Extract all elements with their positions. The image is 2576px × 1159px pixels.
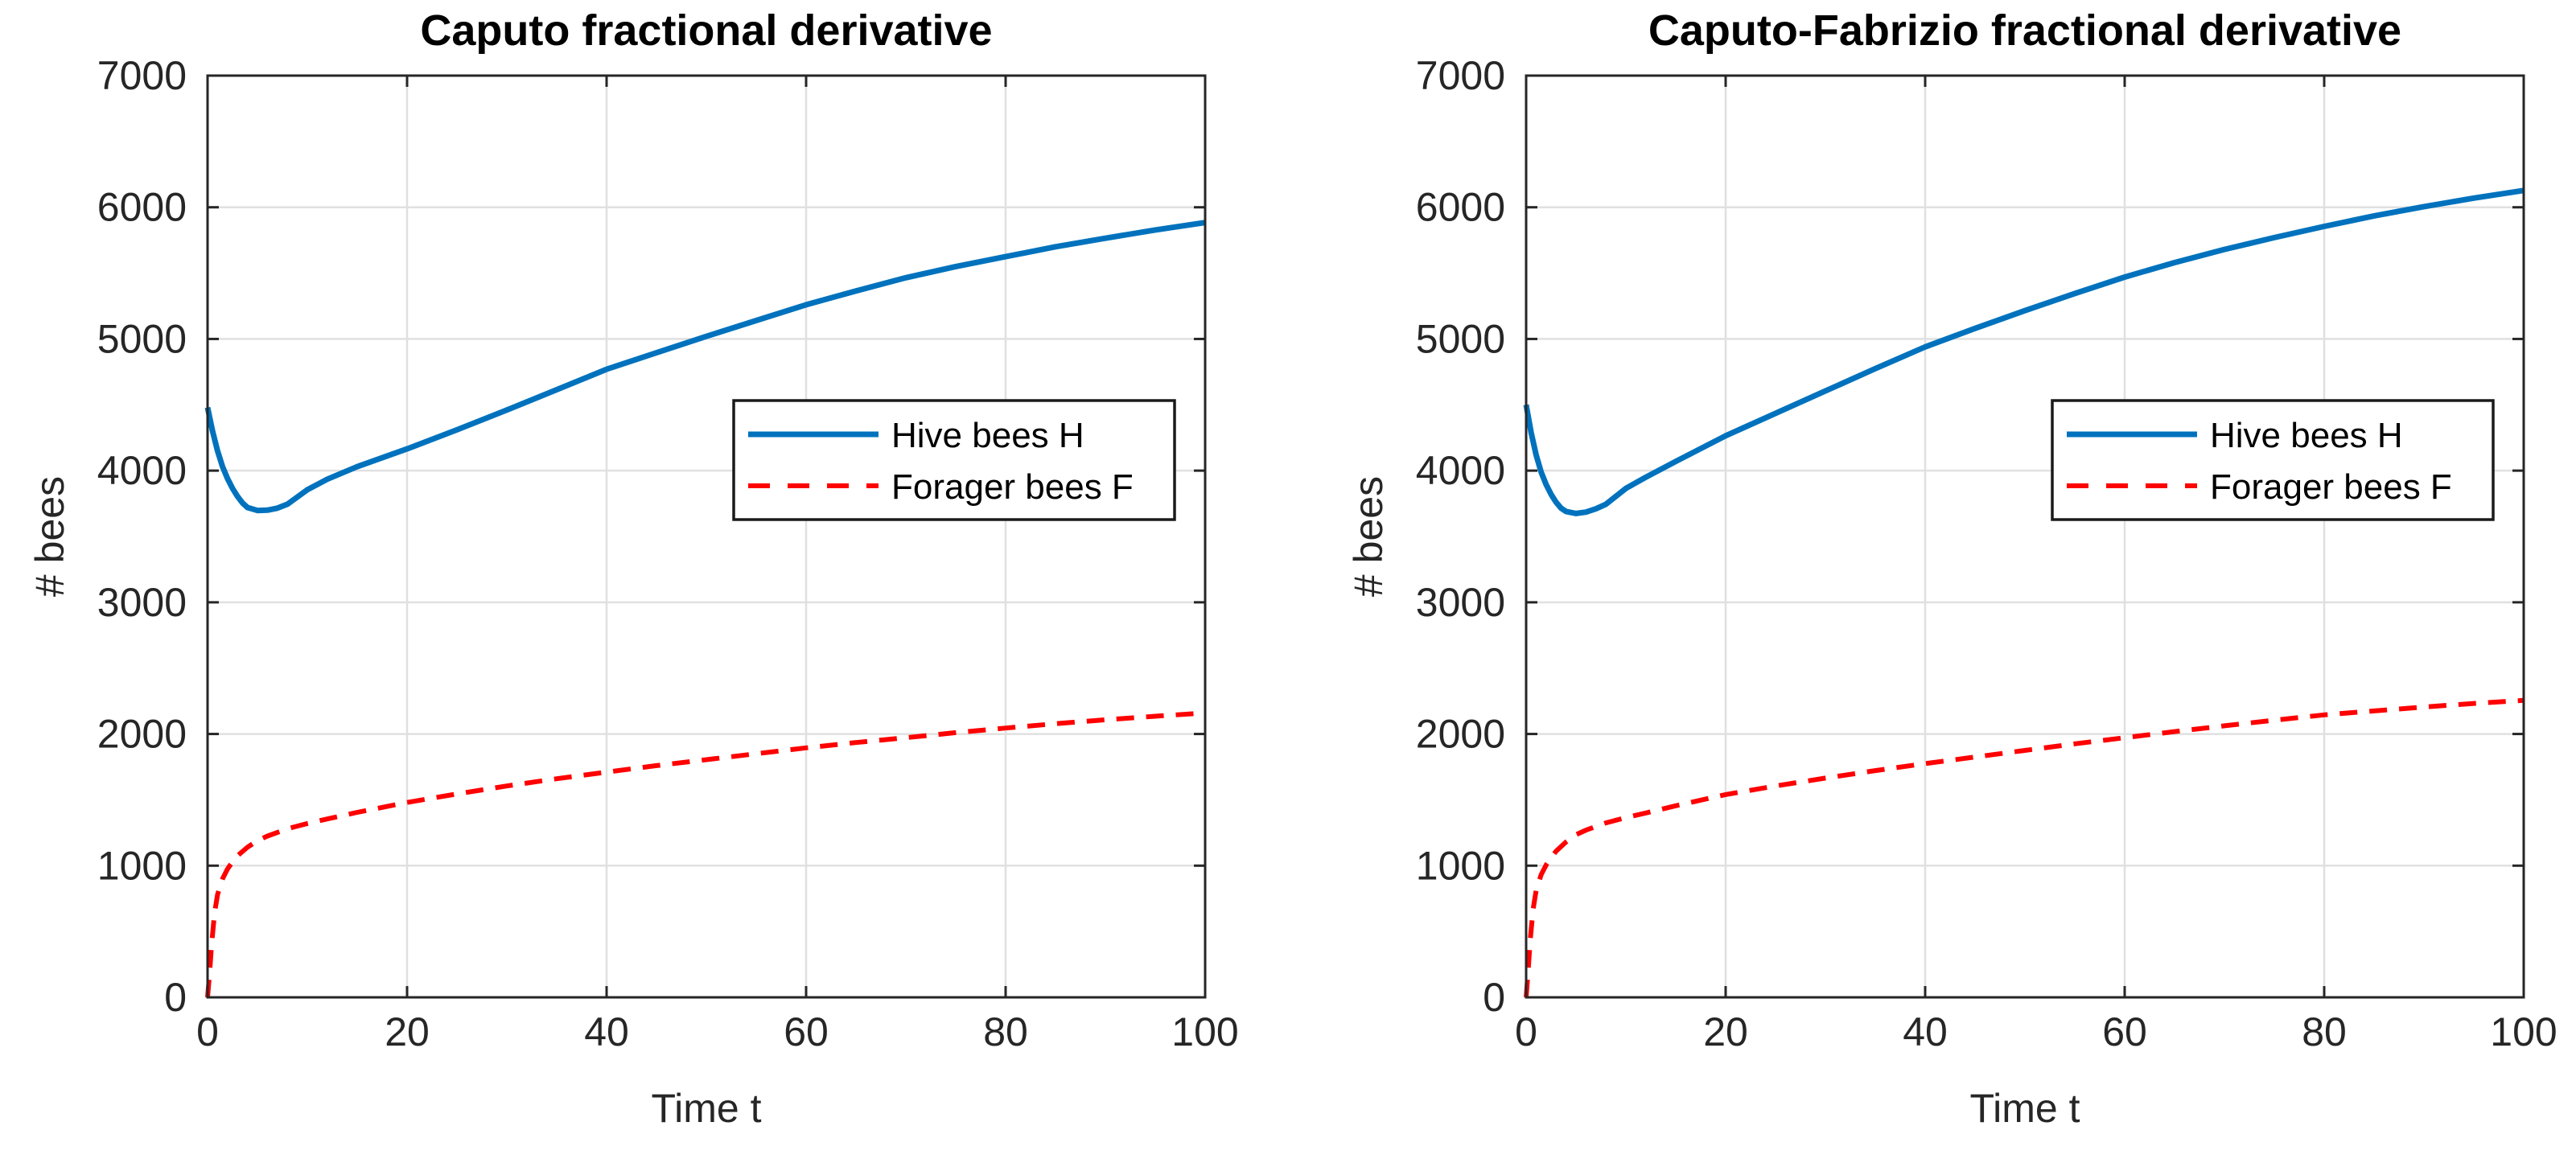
legend-label-0: Hive bees H: [2210, 416, 2403, 455]
x-tick-label: 0: [1515, 1009, 1537, 1054]
x-tick-label: 20: [1703, 1009, 1748, 1054]
x-axis-label: Time t: [1969, 1086, 2080, 1131]
caputo-plot-svg: 0 20 40 60 80 1000100020003000400050006000700…: [97, 53, 1239, 1054]
y-tick-label: 1000: [1416, 843, 1505, 888]
legend-box: [732, 399, 1176, 521]
series-line-1: [205, 710, 1206, 998]
legend: Hive bees H Forager bees F: [2051, 399, 2495, 521]
chart-title-caputo-fabrizio: Caputo-Fabrizio fractional derivative: [1648, 6, 2402, 55]
axes-frame: [206, 74, 1207, 999]
y-tick-label: 5000: [97, 316, 187, 361]
x-tick-label: 40: [584, 1009, 629, 1054]
chart-caputo-fabrizio: Caputo-Fabrizio fractional derivative # …: [1319, 0, 2576, 1159]
y-tick-label: 6000: [97, 185, 187, 230]
y-tick-label: 4000: [1416, 448, 1505, 493]
legend: Hive bees H Forager bees F: [732, 399, 1176, 521]
y-tick-label: 0: [1483, 975, 1505, 1020]
chart-title-caputo: Caputo fractional derivative: [420, 6, 993, 55]
x-tick-label: 100: [1171, 1009, 1238, 1054]
y-tick-label: 6000: [1416, 185, 1505, 230]
legend-box: [2051, 399, 2495, 521]
y-tick-label: 5000: [1416, 316, 1505, 361]
x-tick-label: 20: [385, 1009, 430, 1054]
y-tick-label: 4000: [97, 448, 187, 493]
y-tick-label: 7000: [97, 53, 187, 98]
x-tick-label: 0: [196, 1009, 219, 1054]
caputo-fabrizio-plot-svg: 0 20 40 60 80 1000100020003000400050006000700…: [1416, 53, 2557, 1054]
y-tick-label: 3000: [97, 580, 187, 625]
y-tick-label: 7000: [1416, 53, 1505, 98]
y-tick-label: 2000: [1416, 712, 1505, 757]
legend-label-1: Forager bees F: [891, 467, 1134, 507]
y-tick-label: 1000: [97, 843, 187, 888]
x-tick-label: 60: [784, 1009, 829, 1054]
x-tick-label: 40: [1903, 1009, 1948, 1054]
y-tick-label: 2000: [97, 712, 187, 757]
series-line-1: [1524, 697, 2525, 998]
y-tick-label: 3000: [1416, 580, 1505, 625]
series-line-0: [204, 220, 1206, 514]
axes-frame: [1525, 74, 2525, 999]
x-tick-label: 80: [983, 1009, 1028, 1054]
series-line-0: [1523, 187, 2525, 516]
x-tick-label: 60: [2102, 1009, 2147, 1054]
legend-label-1: Forager bees F: [2210, 467, 2452, 507]
y-tick-label: 0: [164, 975, 187, 1020]
x-axis-label: Time t: [651, 1086, 762, 1131]
chart-caputo: Caputo fractional derivative # bees Time…: [27, 6, 1239, 1131]
legend-label-0: Hive bees H: [891, 416, 1084, 455]
x-tick-label: 80: [2302, 1009, 2347, 1054]
x-tick-label: 100: [2490, 1009, 2557, 1054]
